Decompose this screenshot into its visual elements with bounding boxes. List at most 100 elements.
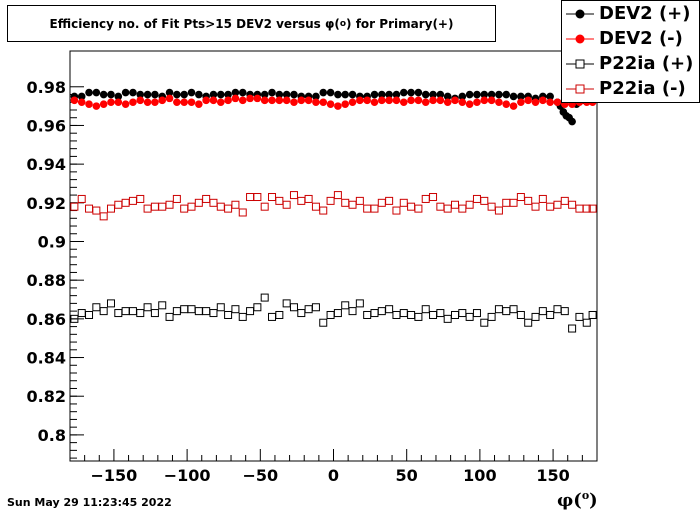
data-point <box>588 204 597 213</box>
data-point <box>209 96 218 105</box>
data-point <box>289 303 298 312</box>
data-point <box>494 206 503 215</box>
data-point <box>275 90 284 99</box>
data-point <box>429 90 437 99</box>
data-point <box>290 98 298 107</box>
data-point <box>260 293 269 302</box>
data-point <box>319 98 328 107</box>
data-point <box>187 98 196 107</box>
data-point <box>151 98 159 107</box>
data-point <box>524 96 532 105</box>
legend-marker-p22ia-plus <box>566 59 594 69</box>
data-point <box>334 90 342 99</box>
data-point <box>465 100 474 108</box>
data-point <box>502 100 511 108</box>
x-axis-title-degree: o <box>581 489 590 502</box>
data-point <box>421 90 430 99</box>
data-point <box>136 194 145 203</box>
chart-title-tail: ) for Primary(+) <box>346 16 454 31</box>
data-point <box>451 96 459 105</box>
data-point <box>553 98 562 107</box>
data-point <box>253 303 262 312</box>
data-point <box>143 98 152 107</box>
data-point <box>407 96 415 105</box>
timestamp: Sun May 29 11:23:45 2022 <box>7 496 172 509</box>
data-point <box>502 90 511 99</box>
data-point <box>202 96 210 105</box>
data-point <box>421 305 430 314</box>
data-point <box>253 94 262 103</box>
data-point <box>341 100 350 108</box>
data-point <box>187 88 196 97</box>
data-point <box>407 88 415 97</box>
data-point <box>121 100 130 108</box>
data-point <box>290 90 298 99</box>
legend-label-dev2-plus: DEV2 (+) <box>599 3 691 24</box>
y-tick-label: 0.94 <box>27 155 66 174</box>
data-point <box>209 309 218 318</box>
data-point <box>429 96 437 105</box>
data-point <box>370 98 379 107</box>
data-point <box>399 98 408 107</box>
axes: −150 −100 −50 0 50 100 150 0.8 0.82 0.84 0.86 0.88 0… <box>27 78 598 485</box>
data-point <box>224 310 233 319</box>
data-point <box>275 310 284 319</box>
data-point <box>282 200 291 209</box>
data-point <box>568 117 576 126</box>
series-p22ia <box>70 191 597 221</box>
data-point <box>304 96 313 105</box>
data-point <box>480 196 489 205</box>
x-axis-title-tail: ) <box>589 490 598 511</box>
data-point <box>114 92 123 101</box>
y-tick-label: 0.88 <box>27 271 66 290</box>
data-point <box>355 196 364 205</box>
data-point <box>319 318 328 327</box>
data-point <box>136 96 145 105</box>
data-point <box>363 96 371 105</box>
data-point <box>231 200 240 209</box>
data-point <box>509 102 518 110</box>
data-point <box>312 92 320 101</box>
data-point <box>297 96 306 105</box>
data-point <box>524 318 533 327</box>
data-point <box>538 194 547 203</box>
data-point <box>333 191 342 200</box>
data-point <box>414 204 423 213</box>
data-point <box>392 90 401 99</box>
legend-marker-dev2-plus <box>566 9 594 19</box>
legend-marker-p22ia-minus <box>566 84 594 94</box>
x-tick-label: −150 <box>91 466 138 485</box>
data-point <box>238 88 247 97</box>
data-point <box>209 90 218 99</box>
y-tick-label: 0.96 <box>27 116 66 135</box>
data-point <box>472 309 481 318</box>
data-point <box>70 96 79 105</box>
y-tick-label: 0.9 <box>38 232 66 251</box>
data-point <box>311 303 320 312</box>
data-point <box>195 90 203 99</box>
data-point <box>326 100 335 108</box>
data-point <box>385 96 393 105</box>
data-point <box>546 92 554 101</box>
data-point <box>275 96 284 105</box>
data-point <box>473 90 481 99</box>
data-point <box>136 309 145 318</box>
series-p22ia <box>70 293 597 333</box>
data-point <box>85 310 94 319</box>
data-point <box>443 92 452 101</box>
data-point <box>260 90 269 99</box>
data-point <box>195 100 203 108</box>
legend-entry-p22ia-minus: P22ia (-) <box>562 77 700 101</box>
data-point <box>495 90 503 99</box>
data-point <box>114 98 123 107</box>
data-point <box>180 98 188 107</box>
data-point <box>517 92 525 101</box>
x-tick-label: 100 <box>463 466 496 485</box>
data-point <box>487 96 496 105</box>
x-tick-label: −100 <box>164 466 211 485</box>
data-point <box>429 193 438 202</box>
data-point <box>348 307 357 316</box>
data-point <box>480 318 489 327</box>
data-point <box>231 305 240 314</box>
data-point <box>136 90 145 99</box>
